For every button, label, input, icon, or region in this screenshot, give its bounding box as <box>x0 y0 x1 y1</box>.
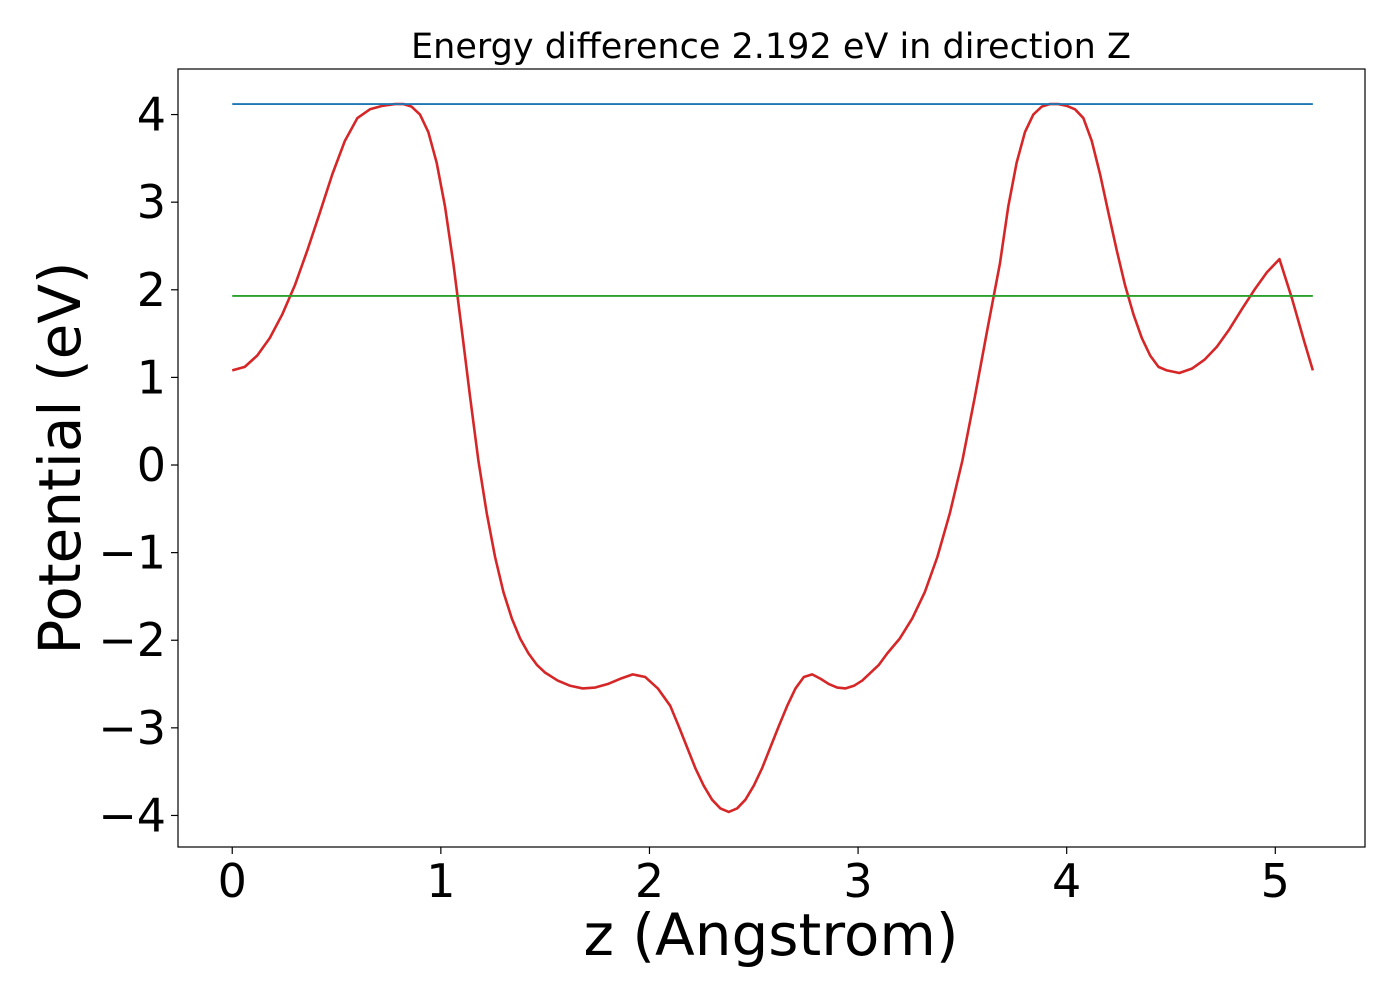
x-tick-label: 4 <box>1052 854 1081 908</box>
y-tick-label: 1 <box>137 350 166 404</box>
plot-frame <box>177 68 1366 848</box>
x-axis-label: z (Angstrom) <box>584 901 959 969</box>
x-axis: 0 1 2 3 4 5 <box>218 847 1290 908</box>
y-tick-label: −1 <box>98 526 166 580</box>
y-tick-label: −2 <box>98 613 166 667</box>
y-axis: 4 3 2 1 0 −1 −2 −3 −4 <box>98 88 178 842</box>
x-tick-label: 3 <box>843 854 872 908</box>
chart-title: Energy difference 2.192 eV in direction … <box>411 27 1131 67</box>
y-tick-label: 0 <box>137 438 166 492</box>
y-tick-label: 3 <box>137 175 166 229</box>
plot-series <box>231 102 1315 814</box>
x-tick-label: 5 <box>1261 854 1290 908</box>
y-tick-label: 2 <box>137 263 166 317</box>
x-tick-label: 2 <box>635 854 664 908</box>
y-tick-label: −3 <box>98 701 166 755</box>
x-tick-label: 1 <box>426 854 455 908</box>
y-tick-label: 4 <box>137 88 166 142</box>
series-line-0 <box>231 102 1315 814</box>
y-axis-label: Potential (eV) <box>26 261 94 654</box>
y-tick-label: −4 <box>98 788 166 842</box>
x-tick-label: 0 <box>218 854 247 908</box>
